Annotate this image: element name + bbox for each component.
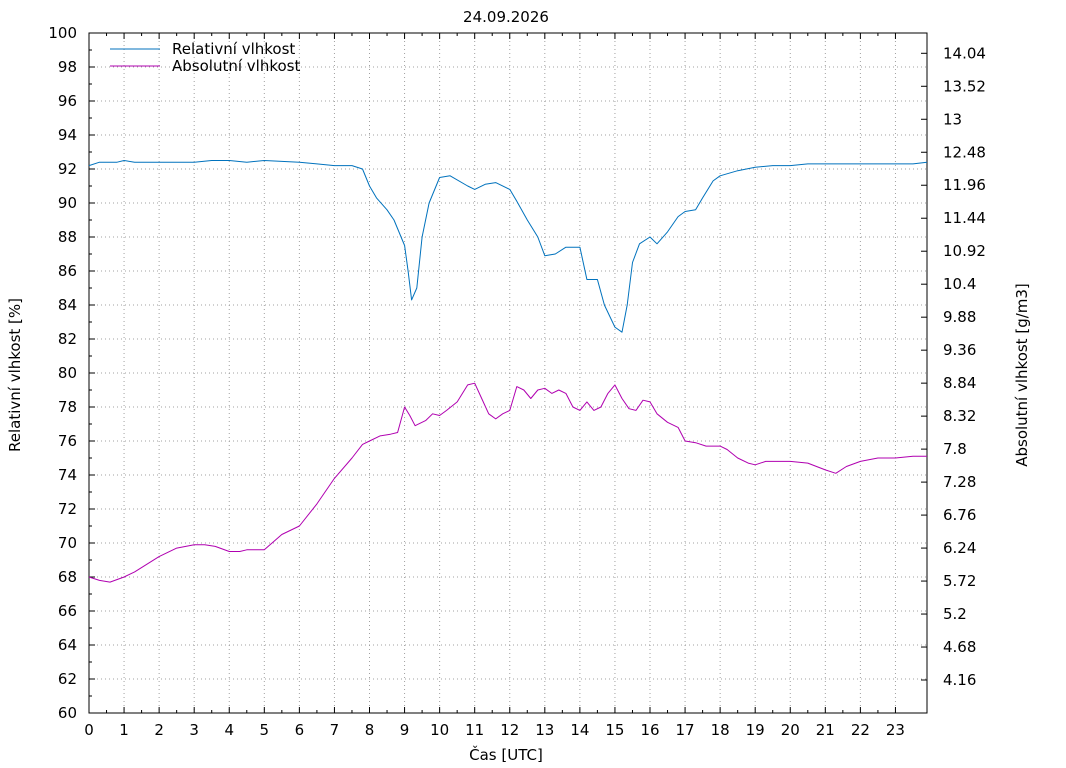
chart-title: 24.09.2026 (463, 8, 549, 26)
y-right-tick-label: 6.24 (943, 539, 976, 557)
series-layer (88, 160, 928, 583)
y-left-tick-label: 82 (58, 330, 77, 348)
y-left-tick-label: 90 (58, 194, 77, 212)
y-left-tick-label: 84 (58, 296, 77, 314)
x-axis-label: Čas [UTC] (469, 745, 543, 764)
y-left-tick-label: 60 (58, 704, 77, 722)
y-right-tick-label: 7.28 (943, 473, 976, 491)
x-tick-label: 3 (189, 721, 199, 739)
x-tick-label: 12 (500, 721, 519, 739)
x-tick-label: 21 (816, 721, 835, 739)
x-tick-label: 2 (154, 721, 164, 739)
x-tick-label: 6 (295, 721, 305, 739)
y-axis-left-label: Relativní vlhkost [%] (6, 298, 24, 452)
x-tick-label: 22 (851, 721, 870, 739)
legend-label-1: Absolutní vlhkost (172, 57, 300, 75)
y-left-tick-label: 92 (58, 160, 77, 178)
x-tick-label: 5 (260, 721, 270, 739)
legend-label-0: Relativní vlhkost (172, 40, 295, 58)
x-tick-label: 4 (224, 721, 234, 739)
y-left-tick-label: 66 (58, 602, 77, 620)
y-right-tick-label: 8.84 (943, 374, 976, 392)
x-tick-label: 14 (570, 721, 589, 739)
y-right-tick-label: 5.72 (943, 572, 976, 590)
x-tick-label: 17 (676, 721, 695, 739)
y-left-tick-label: 98 (58, 58, 77, 76)
y-left-tick-label: 62 (58, 670, 77, 688)
x-tick-label: 23 (886, 721, 905, 739)
y-right-tick-label: 7.8 (943, 440, 967, 458)
x-tick-label: 19 (746, 721, 765, 739)
y-left-tick-label: 78 (58, 398, 77, 416)
series-line-0 (88, 160, 928, 333)
y-left-tick-label: 64 (58, 636, 77, 654)
y-left-tick-label: 80 (58, 364, 77, 382)
x-tick-label: 8 (365, 721, 375, 739)
y-right-tick-label: 8.32 (943, 407, 976, 425)
x-tick-label: 18 (711, 721, 730, 739)
y-right-tick-label: 12.48 (943, 143, 986, 161)
y-right-tick-label: 11.44 (943, 209, 986, 227)
y-right-tick-label: 13.52 (943, 77, 986, 95)
y-left-tick-label: 76 (58, 432, 77, 450)
y-left-tick-label: 72 (58, 500, 77, 518)
y-right-tick-label: 5.2 (943, 605, 967, 623)
series-line-1 (88, 382, 927, 583)
y-left-tick-label: 68 (58, 568, 77, 586)
y-right-tick-label: 4.68 (943, 638, 976, 656)
y-right-tick-label: 11.96 (943, 176, 986, 194)
x-tick-label: 20 (781, 721, 800, 739)
y-right-tick-label: 9.88 (943, 308, 976, 326)
axis-ticks: 0 1 2 3 4 5 6 7 8 9 10 11 12 13 14 15 16 17 18 19 20 21 22 2360… (48, 24, 986, 739)
x-tick-label: 7 (330, 721, 340, 739)
y-left-tick-label: 88 (58, 228, 77, 246)
x-tick-label: 1 (119, 721, 129, 739)
x-tick-label: 0 (84, 721, 94, 739)
y-left-tick-label: 100 (48, 24, 77, 42)
y-right-tick-label: 10.4 (943, 275, 976, 293)
x-tick-label: 9 (400, 721, 410, 739)
y-left-tick-label: 70 (58, 534, 77, 552)
grid (88, 33, 927, 713)
y-left-tick-label: 96 (58, 92, 77, 110)
x-tick-label: 10 (430, 721, 449, 739)
y-right-tick-label: 13 (943, 110, 962, 128)
y-right-tick-label: 14.04 (943, 44, 986, 62)
y-right-tick-label: 4.16 (943, 671, 976, 689)
y-left-tick-label: 74 (58, 466, 77, 484)
y-axis-right-label: Absolutní vlhkost [g/m3] (1013, 283, 1031, 467)
x-tick-label: 16 (640, 721, 659, 739)
y-right-tick-label: 9.36 (943, 341, 976, 359)
y-right-tick-label: 10.92 (943, 242, 986, 260)
x-tick-label: 13 (535, 721, 554, 739)
x-tick-label: 15 (605, 721, 624, 739)
y-left-tick-label: 86 (58, 262, 77, 280)
x-tick-label: 11 (465, 721, 484, 739)
y-left-tick-label: 94 (58, 126, 77, 144)
y-right-tick-label: 6.76 (943, 506, 976, 524)
